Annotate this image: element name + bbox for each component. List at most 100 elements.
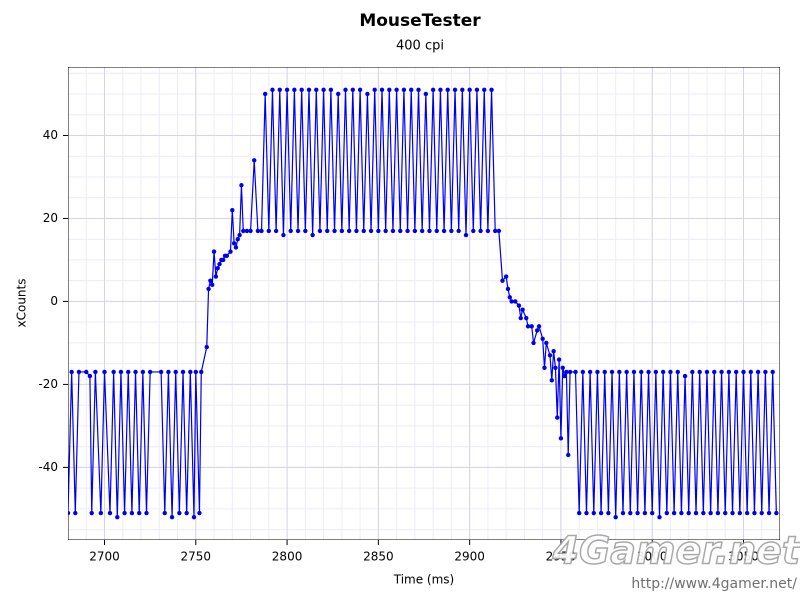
data-point: [551, 349, 556, 354]
data-point: [210, 282, 215, 288]
data-point: [383, 228, 388, 234]
data-point: [513, 299, 518, 304]
data-point: [419, 228, 425, 234]
data-point: [763, 369, 768, 375]
data-point: [325, 228, 330, 234]
data-point: [332, 228, 337, 234]
data-point: [587, 369, 593, 375]
data-point: [427, 228, 432, 234]
data-point: [412, 228, 418, 234]
y-tick-label: -20: [38, 377, 58, 391]
data-point: [534, 328, 540, 333]
data-point: [471, 228, 476, 234]
data-point: [310, 232, 315, 238]
data-point: [697, 369, 702, 375]
data-point: [166, 369, 171, 375]
data-point: [660, 369, 666, 375]
data-point: [562, 373, 567, 379]
x-tick-label: 2950: [546, 550, 577, 564]
data-point: [642, 510, 648, 516]
data-point: [169, 514, 175, 520]
data-point: [701, 510, 706, 516]
data-point: [650, 510, 655, 516]
data-point: [288, 228, 293, 234]
data-point: [671, 510, 677, 516]
data-point: [193, 369, 198, 375]
data-point: [204, 344, 209, 350]
data-point: [259, 228, 264, 234]
data-point: [299, 87, 304, 93]
data-point: [712, 369, 717, 375]
data-point: [273, 228, 279, 234]
data-point: [438, 87, 443, 93]
data-point: [493, 228, 498, 234]
data-point: [774, 510, 779, 516]
data-point: [576, 510, 582, 516]
data-point: [430, 87, 436, 93]
data-point: [140, 369, 146, 375]
data-point: [423, 91, 429, 97]
data-point: [482, 87, 487, 93]
data-point: [248, 228, 253, 234]
y-tick-label: 20: [43, 211, 58, 225]
x-axis-label: Time (ms): [393, 573, 455, 587]
data-point: [730, 510, 735, 516]
data-point: [595, 369, 600, 375]
data-point: [624, 369, 629, 375]
data-point: [520, 307, 525, 312]
data-point: [463, 232, 469, 238]
data-point: [555, 415, 560, 420]
data-point: [233, 245, 239, 250]
data-point: [252, 158, 257, 163]
data-point: [115, 514, 120, 520]
x-tick-label: 3050: [728, 550, 759, 564]
data-point: [107, 510, 113, 516]
data-point: [237, 232, 242, 238]
data-point: [379, 87, 385, 93]
data-point: [452, 87, 458, 93]
y-tick-label: -40: [38, 460, 58, 474]
data-point: [137, 510, 142, 516]
data-point: [474, 87, 480, 93]
data-point: [262, 91, 268, 97]
data-point: [524, 315, 529, 321]
data-point: [518, 315, 523, 321]
data-point: [635, 510, 640, 516]
data-point: [556, 357, 562, 362]
data-point: [540, 336, 545, 341]
data-point: [547, 353, 553, 358]
data-point: [89, 510, 94, 516]
data-point: [217, 261, 222, 267]
data-point: [235, 236, 240, 242]
data-point: [445, 87, 450, 93]
data-point: [620, 510, 626, 516]
data-point: [188, 369, 193, 375]
data-point: [631, 369, 637, 375]
data-point: [144, 510, 149, 516]
data-point: [158, 369, 164, 375]
data-point: [606, 510, 611, 516]
y-axis-label: xCounts: [15, 279, 29, 328]
data-point: [609, 369, 615, 375]
data-point: [409, 87, 414, 93]
data-point: [350, 87, 355, 93]
x-tick-label: 3000: [637, 550, 668, 564]
data-point: [602, 369, 607, 375]
data-point: [343, 87, 348, 93]
data-point: [215, 266, 220, 271]
axis-labels: 2700 2750 2800 2850 2900 2950 3000 3050 -40 -20 0 2…: [38, 128, 758, 564]
data-point: [162, 510, 167, 516]
data-point: [292, 87, 297, 93]
data-point: [241, 228, 246, 234]
data-point: [365, 91, 370, 97]
data-point: [180, 369, 186, 375]
data-point: [598, 510, 604, 516]
data-point: [529, 324, 534, 329]
data-point: [328, 87, 334, 93]
data-point: [567, 369, 573, 375]
data-point: [230, 207, 235, 213]
data-point: [177, 510, 182, 516]
data-point: [401, 87, 407, 93]
data-point: [558, 436, 564, 441]
